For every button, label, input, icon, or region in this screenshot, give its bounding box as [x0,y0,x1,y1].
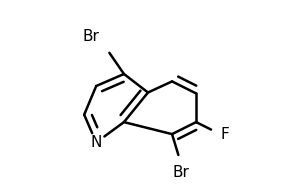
Text: Br: Br [173,165,190,180]
Text: F: F [220,127,229,142]
Text: Br: Br [82,29,99,44]
Text: N: N [91,135,102,150]
